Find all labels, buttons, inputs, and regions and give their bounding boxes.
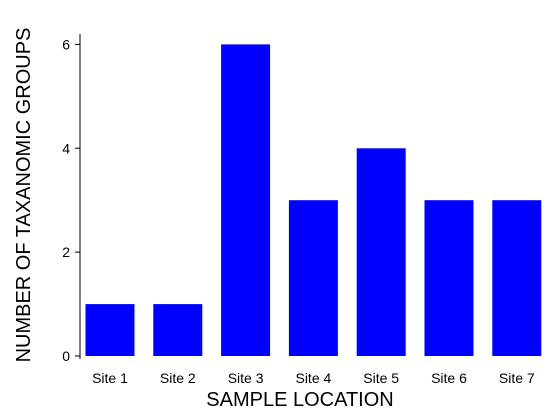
y-tick-label: 4 xyxy=(62,140,70,156)
x-tick-label: Site 3 xyxy=(228,370,264,386)
y-tick-label: 6 xyxy=(62,36,70,52)
x-tick-label: Site 7 xyxy=(499,370,535,386)
x-tick-label: Site 1 xyxy=(92,370,128,386)
bar-site-4 xyxy=(288,200,338,356)
x-tick-label: Site 5 xyxy=(363,370,399,386)
bar-site-1 xyxy=(85,304,135,356)
y-tick-label: 0 xyxy=(62,348,70,364)
bar-site-3 xyxy=(221,44,271,357)
bar-site-6 xyxy=(424,200,474,356)
x-tick-label: Site 4 xyxy=(295,370,331,386)
bars-layer xyxy=(85,44,542,357)
axes-layer xyxy=(75,34,81,359)
y-axis-title: NUMBER OF TAXANOMIC GROUPS xyxy=(13,28,35,363)
y-tick-label: 2 xyxy=(62,244,70,260)
bar-site-2 xyxy=(153,304,203,356)
x-axis-title: SAMPLE LOCATION xyxy=(206,389,393,411)
x-tick-label: Site 6 xyxy=(431,370,467,386)
ticks-layer: Site 1 Site 2 Site 3 Site 4 Site 5 Site 6 Site… xyxy=(62,36,535,386)
bar-site-7 xyxy=(492,200,542,356)
bar-site-5 xyxy=(356,148,406,356)
x-tick-label: Site 2 xyxy=(160,370,196,386)
